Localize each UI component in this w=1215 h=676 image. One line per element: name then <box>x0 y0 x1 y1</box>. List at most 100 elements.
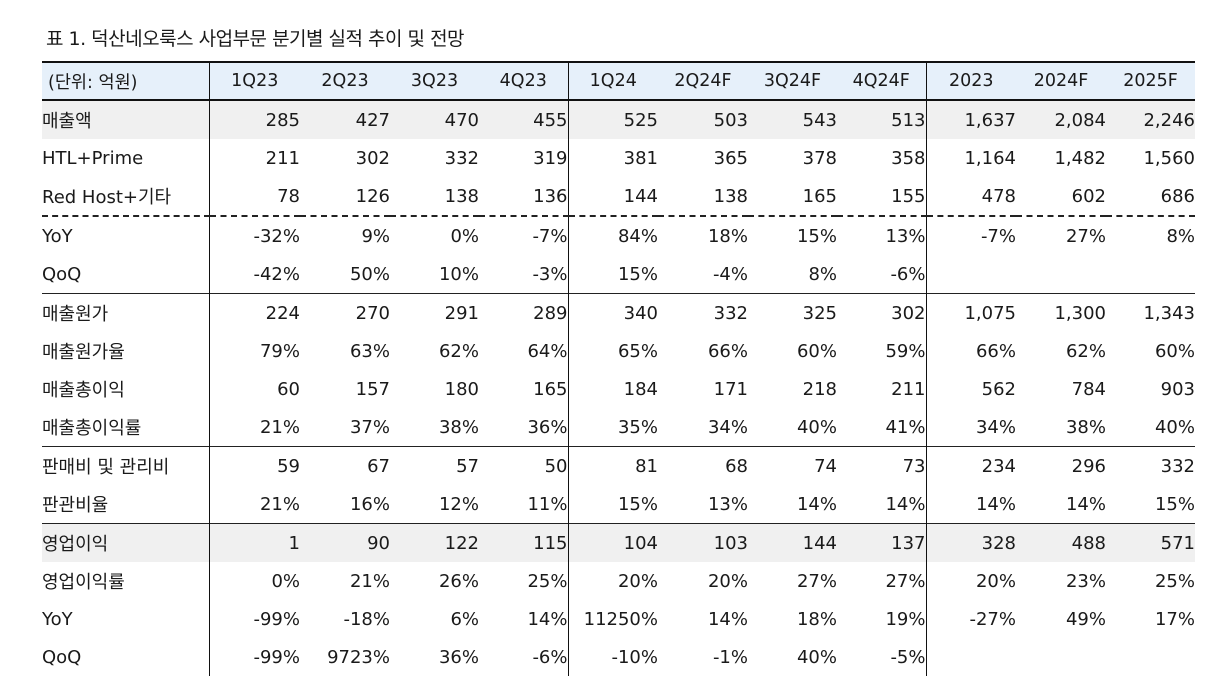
cell-value: 11% <box>479 485 569 524</box>
cell-value: 15% <box>1154 493 1195 515</box>
table-row: 영업이익률 0% 21% 26% 25% 20% 20% 27% 27% 20% 23% 25% <box>42 562 1195 600</box>
cell-value: -5% <box>837 638 927 676</box>
cell-value: 291 <box>390 293 479 332</box>
cell-value: -1% <box>712 646 748 668</box>
cell-value: 136 <box>479 177 569 216</box>
cell-value: 1,343 <box>1106 293 1195 332</box>
header-col: 4Q24F <box>837 62 927 100</box>
cell-value: 478 <box>981 185 1016 207</box>
table-row: 판관비율 21% 16% 12% 11% 15% 13% 14% 14% 14% 14% 15% <box>42 485 1195 524</box>
row-label: 매출원가율 <box>42 332 210 370</box>
cell-value: 6% <box>450 608 479 630</box>
cell-value: -18% <box>343 608 390 630</box>
cell-value: 16% <box>349 493 390 515</box>
cell-value: 36% <box>438 646 479 668</box>
header-col: 3Q23 <box>390 62 479 100</box>
cell-value: 503 <box>658 100 748 139</box>
row-label: YoY <box>42 215 210 255</box>
cell-value: 602 <box>1071 185 1106 207</box>
row-label: 영업이익 <box>42 523 210 562</box>
cell-value: 234 <box>926 446 1016 485</box>
cell-value: 15% <box>748 215 837 255</box>
cell-value: 57 <box>390 446 479 485</box>
cell-value: 40% <box>796 416 837 438</box>
cell-value: 23% <box>1065 570 1106 592</box>
cell-value: 8% <box>1106 215 1195 255</box>
cell-value: 14% <box>796 493 837 515</box>
cell-value: 79% <box>259 340 300 362</box>
table-row: 매출원가율 79% 63% 62% 64% 65% 66% 60% 59% 66% 62% 60% <box>42 332 1195 370</box>
financial-table: (단위: 억원) 1Q23 2Q23 3Q23 4Q23 1Q24 2Q24F … <box>42 61 1195 676</box>
cell-value: 157 <box>355 378 390 400</box>
cell-value: 60% <box>796 340 837 362</box>
cell-value: 78 <box>277 185 300 207</box>
row-label: YoY <box>42 600 210 638</box>
table-title: 표 1. 덕산네오룩스 사업부문 분기별 실적 추이 및 전망 <box>46 28 465 50</box>
cell-value: 137 <box>837 523 927 562</box>
cell-value: 35% <box>617 416 658 438</box>
cell-value: 20% <box>707 570 748 592</box>
table-row: 매출총이익 60 157 180 165 184 171 218 211 562 784 903 <box>42 370 1195 408</box>
row-label: 판관비율 <box>42 485 210 524</box>
cell-value: 0% <box>390 215 479 255</box>
cell-value: 34% <box>975 416 1016 438</box>
cell-value: 49% <box>1065 608 1106 630</box>
cell-value: 38% <box>1065 416 1106 438</box>
cell-value: 14% <box>1065 493 1106 515</box>
cell-value: 103 <box>658 523 748 562</box>
cell-value: 1,560 <box>1143 147 1195 169</box>
cell-value: 571 <box>1106 523 1195 562</box>
cell-value: 1,637 <box>926 100 1016 139</box>
cell-value: -99% <box>253 646 300 668</box>
cell-value: 455 <box>479 100 569 139</box>
cell-value: 63% <box>349 340 390 362</box>
cell-value <box>1016 255 1106 294</box>
cell-value: 2,246 <box>1106 100 1195 139</box>
table-row: 매출총이익률 21% 37% 38% 36% 35% 34% 40% 41% 34% 38% 40% <box>42 408 1195 447</box>
table-row: 매출액 285 427 470 455 525 503 543 513 1,637 2,084 2,2… <box>42 100 1195 139</box>
cell-value: 104 <box>568 523 658 562</box>
cell-value: 62% <box>1065 340 1106 362</box>
cell-value: 64% <box>479 332 569 370</box>
cell-value: 18% <box>658 215 748 255</box>
cell-value: 40% <box>796 646 837 668</box>
cell-value: 60% <box>1154 340 1195 362</box>
cell-value: 126 <box>355 185 390 207</box>
cell-value: 14% <box>975 493 1016 515</box>
cell-value: 1 <box>209 523 300 562</box>
cell-value: 59 <box>209 446 300 485</box>
table-row: 영업이익 1 90 122 115 104 103 144 137 328 488 571 <box>42 523 1195 562</box>
row-label: Red Host+기타 <box>42 177 210 216</box>
table-row: QoQ -99% 9723% 36% -6% -10% -1% 40% -5% <box>42 638 1195 676</box>
cell-value: 165 <box>802 185 837 207</box>
cell-value: 381 <box>623 147 658 169</box>
cell-value: 38% <box>438 416 479 438</box>
cell-value: 525 <box>568 100 658 139</box>
cell-value: 332 <box>658 293 748 332</box>
cell-value: 270 <box>300 293 390 332</box>
cell-value: -27% <box>969 608 1016 630</box>
cell-value: 340 <box>568 293 658 332</box>
cell-value: 13% <box>837 215 927 255</box>
cell-value: 17% <box>1154 608 1195 630</box>
table-body: 매출액 285 427 470 455 525 503 543 513 1,637 2,084 2,2… <box>42 100 1195 676</box>
cell-value: 81 <box>568 446 658 485</box>
cell-value: 488 <box>1016 523 1106 562</box>
cell-value: -6% <box>479 638 569 676</box>
row-label: HTL+Prime <box>42 139 210 177</box>
cell-value: -10% <box>611 646 658 668</box>
cell-value: 21% <box>349 570 390 592</box>
cell-value: -7% <box>479 215 569 255</box>
table-row: YoY -32% 9% 0% -7% 84% 18% 15% 13% -7% 27% 8% <box>42 215 1195 255</box>
cell-value: 27% <box>837 562 927 600</box>
header-row: (단위: 억원) 1Q23 2Q23 3Q23 4Q23 1Q24 2Q24F … <box>42 62 1195 100</box>
cell-value: 302 <box>355 147 390 169</box>
cell-value: 66% <box>975 340 1016 362</box>
cell-value: 27% <box>796 570 837 592</box>
cell-value: 8% <box>808 263 837 285</box>
cell-value: 62% <box>438 340 479 362</box>
row-label: 매출원가 <box>42 293 210 332</box>
cell-value: 184 <box>623 378 658 400</box>
table-row: 판매비 및 관리비 59 67 57 50 81 68 74 73 234 296 332 <box>42 446 1195 485</box>
cell-value: 9723% <box>327 646 390 668</box>
